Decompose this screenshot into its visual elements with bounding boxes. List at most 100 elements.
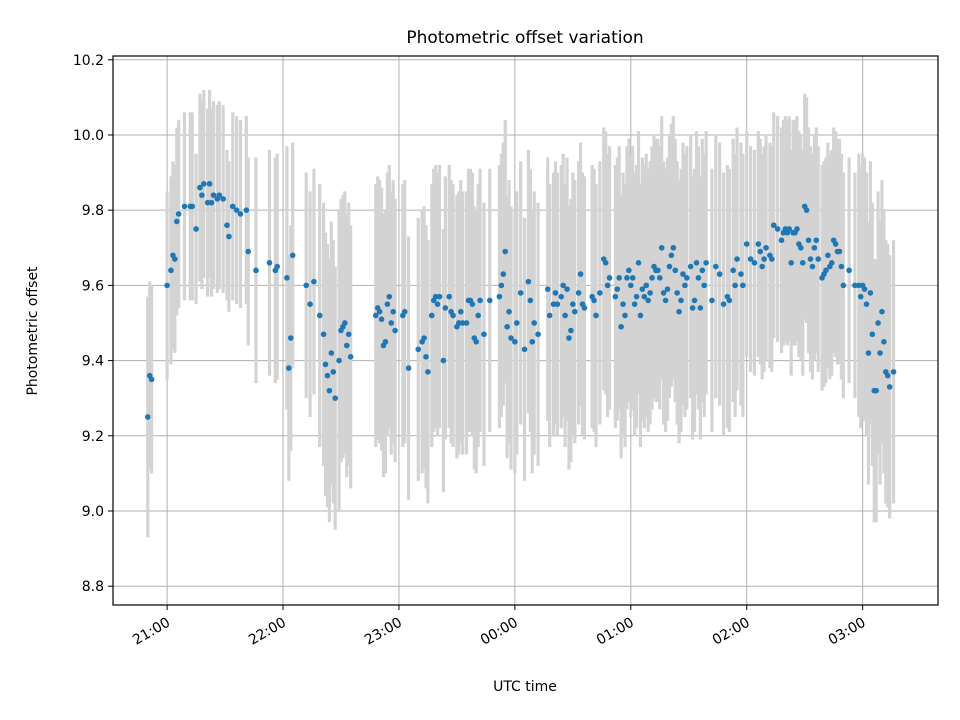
data-point — [687, 263, 694, 270]
data-point — [322, 361, 329, 368]
data-point — [757, 248, 764, 255]
data-point — [486, 297, 493, 304]
data-point — [713, 263, 719, 270]
data-point — [863, 301, 870, 307]
data-point — [440, 357, 447, 364]
y-tick-label: 9.6 — [82, 278, 104, 294]
data-point — [666, 263, 673, 270]
data-point — [456, 320, 462, 326]
data-point — [382, 338, 389, 345]
data-point — [649, 275, 655, 281]
data-point — [320, 331, 327, 338]
data-point — [199, 192, 205, 198]
data-point — [442, 305, 449, 311]
data-point — [720, 301, 727, 307]
data-point — [266, 260, 273, 266]
data-point — [633, 293, 640, 300]
data-point — [631, 301, 638, 307]
data-point — [332, 395, 338, 401]
data-point — [552, 290, 559, 296]
data-point — [204, 199, 211, 206]
data-point — [342, 320, 348, 326]
data-point — [457, 308, 464, 315]
data-point — [591, 297, 597, 304]
data-point — [823, 267, 829, 274]
data-point — [709, 297, 715, 304]
data-point — [527, 297, 534, 304]
data-point — [695, 275, 702, 281]
data-point — [475, 312, 481, 319]
data-point — [645, 297, 651, 304]
data-point — [774, 226, 781, 232]
data-point — [144, 414, 151, 420]
data-point — [684, 275, 690, 281]
data-point — [747, 256, 754, 262]
data-point — [425, 369, 431, 375]
data-point — [512, 338, 518, 345]
data-point — [759, 263, 765, 270]
data-point — [328, 350, 335, 356]
data-point — [798, 244, 804, 251]
data-point — [734, 256, 740, 262]
data-point — [691, 297, 698, 304]
data-point — [738, 271, 744, 277]
data-point — [210, 192, 217, 198]
data-point — [637, 312, 644, 319]
data-point — [392, 327, 398, 334]
data-point — [825, 252, 831, 259]
data-point — [575, 290, 582, 296]
data-point — [428, 312, 435, 319]
data-point — [450, 312, 456, 319]
data-point — [473, 338, 480, 345]
data-point — [345, 331, 352, 338]
data-point — [521, 346, 528, 353]
data-point — [751, 260, 758, 266]
data-point — [626, 267, 632, 274]
y-tick-label: 9.0 — [82, 504, 104, 520]
data-point — [861, 286, 868, 292]
data-point — [326, 387, 333, 394]
data-point — [343, 342, 350, 349]
y-axis-label: Photometric offset — [25, 266, 41, 396]
data-point — [604, 282, 611, 289]
data-point — [577, 271, 584, 277]
data-point — [641, 293, 648, 300]
data-point — [168, 267, 174, 274]
data-point — [347, 354, 354, 360]
data-point — [564, 286, 570, 292]
data-point — [614, 286, 621, 292]
data-point — [879, 308, 885, 315]
data-point — [405, 365, 412, 371]
data-point — [786, 226, 793, 232]
data-point — [730, 267, 736, 274]
data-point — [390, 308, 396, 315]
data-point — [884, 372, 891, 379]
data-point — [477, 297, 483, 304]
data-point — [446, 293, 452, 300]
data-point — [616, 275, 623, 281]
data-point — [164, 282, 170, 289]
data-point — [815, 256, 822, 262]
data-point — [432, 293, 439, 300]
data-point — [769, 256, 775, 262]
data-point — [224, 222, 230, 229]
data-point — [531, 320, 537, 326]
data-point — [274, 263, 281, 270]
data-point — [500, 271, 507, 277]
data-point — [529, 338, 536, 345]
data-point — [597, 290, 603, 296]
data-point — [436, 293, 443, 300]
data-point — [459, 320, 466, 326]
data-point — [316, 312, 323, 319]
data-point — [682, 282, 688, 289]
data-point — [761, 256, 767, 262]
data-point — [655, 267, 661, 274]
data-point — [740, 282, 746, 289]
data-point — [629, 275, 636, 281]
data-point — [778, 237, 785, 244]
chart-title: Photometric offset variation — [406, 28, 643, 48]
data-point — [693, 260, 700, 266]
data-point — [618, 323, 624, 330]
data-point — [193, 226, 199, 232]
data-point — [855, 282, 862, 289]
